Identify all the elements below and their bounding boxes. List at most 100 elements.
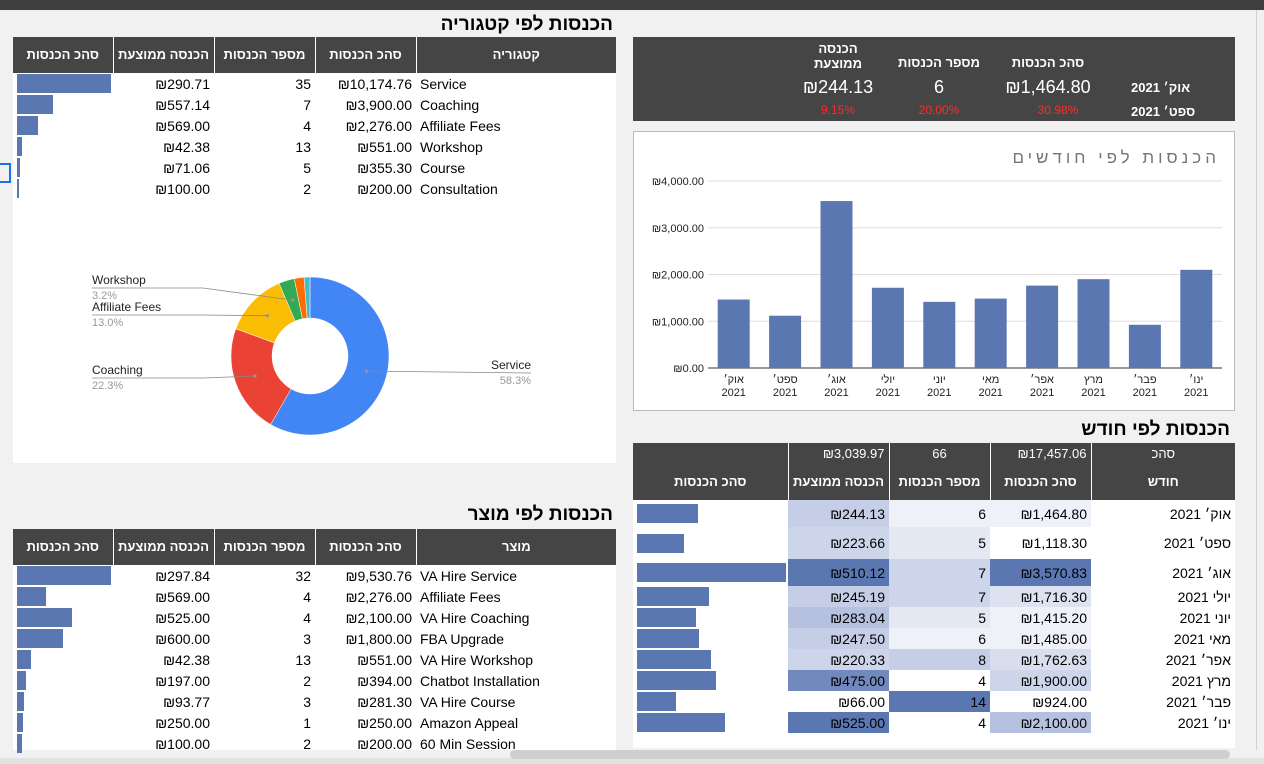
month-count[interactable]: 8	[889, 649, 990, 670]
month-avg[interactable]: ₪525.00	[788, 712, 889, 733]
product-name[interactable]: VA Hire Course	[420, 693, 516, 710]
product-total[interactable]: ₪9,530.76	[345, 567, 412, 584]
monthly-chart-box[interactable]: הכנסות לפי חודשים ₪0.00 ₪1,000.00 ₪2,000.0…	[633, 131, 1235, 411]
category-total[interactable]: ₪10,174.76	[337, 75, 412, 92]
chart-bar[interactable]	[1180, 269, 1213, 368]
category-avg[interactable]: ₪71.06	[163, 159, 210, 176]
month-count[interactable]: 6	[889, 500, 990, 527]
product-bar-cell[interactable]	[13, 628, 113, 649]
product-total[interactable]: ₪1,800.00	[345, 630, 412, 647]
month-month[interactable]: יוני 2021	[1179, 609, 1231, 626]
product-avg[interactable]: ₪100.00	[155, 735, 210, 752]
product-total[interactable]: ₪281.30	[357, 693, 412, 710]
product-count[interactable]: 1	[303, 714, 311, 731]
month-header-count[interactable]: מספר הכנסות	[889, 464, 991, 500]
month-avg[interactable]: ₪510.12	[788, 559, 889, 586]
product-count[interactable]: 32	[295, 567, 311, 584]
category-avg[interactable]: ₪100.00	[155, 180, 210, 197]
month-count[interactable]: 6	[889, 628, 990, 649]
chart-bar[interactable]	[1128, 324, 1161, 368]
product-count[interactable]: 2	[303, 735, 311, 752]
product-count[interactable]: 3	[303, 630, 311, 647]
month-total[interactable]: ₪1,762.63	[990, 649, 1091, 670]
month-avg[interactable]: ₪66.00	[788, 691, 889, 712]
product-header-product[interactable]: מוצר	[416, 529, 616, 565]
chart-bar[interactable]	[769, 315, 802, 368]
chart-bar[interactable]	[923, 301, 956, 368]
month-month[interactable]: יולי 2021	[1177, 588, 1231, 605]
product-bar-cell[interactable]	[13, 565, 113, 586]
month-avg[interactable]: ₪245.19	[788, 586, 889, 607]
category-name[interactable]: Service	[420, 75, 467, 92]
horizontal-scrollbar[interactable]	[510, 750, 1230, 759]
product-count[interactable]: 3	[303, 693, 311, 710]
category-bar-cell[interactable]	[13, 136, 113, 157]
month-header-total[interactable]: סהכ הכנסות	[990, 464, 1092, 500]
category-avg[interactable]: ₪42.38	[163, 138, 210, 155]
category-name[interactable]: Affiliate Fees	[420, 117, 501, 134]
month-bar-cell[interactable]	[633, 649, 788, 670]
month-total[interactable]: ₪3,570.83	[990, 559, 1091, 586]
month-avg[interactable]: ₪475.00	[788, 670, 889, 691]
product-bar-cell[interactable]	[13, 670, 113, 691]
product-name[interactable]: 60 Min Session	[420, 735, 516, 752]
category-name[interactable]: Workshop	[420, 138, 483, 155]
chart-bar[interactable]	[871, 287, 904, 368]
month-month[interactable]: מאי 2021	[1173, 630, 1231, 647]
product-avg[interactable]: ₪297.84	[155, 567, 210, 584]
month-bar-cell[interactable]	[633, 691, 788, 712]
product-avg[interactable]: ₪197.00	[155, 672, 210, 689]
month-total[interactable]: ₪1,485.00	[990, 628, 1091, 649]
month-avg[interactable]: ₪244.13	[788, 500, 889, 527]
product-total[interactable]: ₪551.00	[357, 651, 412, 668]
header-avg[interactable]: הכנסה ממוצעת	[113, 37, 215, 73]
category-total[interactable]: ₪3,900.00	[345, 96, 412, 113]
month-count[interactable]: 4	[889, 712, 990, 733]
month-month[interactable]: אוק׳ 2021	[1169, 505, 1231, 522]
month-month[interactable]: אפר׳ 2021	[1165, 651, 1231, 668]
month-avg[interactable]: ₪247.50	[788, 628, 889, 649]
month-month[interactable]: ספט׳ 2021	[1163, 535, 1231, 551]
category-total[interactable]: ₪2,276.00	[345, 117, 412, 134]
month-count[interactable]: 14	[889, 691, 990, 712]
month-bar-cell[interactable]	[633, 607, 788, 628]
product-avg[interactable]: ₪525.00	[155, 609, 210, 626]
product-bar-cell[interactable]	[13, 733, 113, 754]
month-total[interactable]: ₪1,900.00	[990, 670, 1091, 691]
header-count[interactable]: מספר הכנסות	[214, 37, 316, 73]
product-avg[interactable]: ₪42.38	[163, 651, 210, 668]
category-name[interactable]: Course	[420, 159, 466, 176]
month-avg[interactable]: ₪283.04	[788, 607, 889, 628]
category-count[interactable]: 7	[303, 96, 311, 113]
product-count[interactable]: 2	[303, 672, 311, 689]
product-count[interactable]: 4	[303, 609, 311, 626]
category-bar-cell[interactable]	[13, 94, 113, 115]
selected-cell[interactable]	[0, 163, 11, 183]
chart-bar[interactable]	[1026, 285, 1059, 368]
header-total[interactable]: סהכ הכנסות	[315, 37, 417, 73]
product-name[interactable]: VA Hire Coaching	[420, 609, 530, 626]
month-header-avg[interactable]: הכנסה ממוצעת	[788, 464, 890, 500]
product-count[interactable]: 4	[303, 588, 311, 605]
chart-bar[interactable]	[974, 298, 1007, 368]
month-total[interactable]: ₪1,464.80	[990, 500, 1091, 527]
product-bar-cell[interactable]	[13, 691, 113, 712]
category-total[interactable]: ₪551.00	[357, 138, 412, 155]
month-avg[interactable]: ₪220.33	[788, 649, 889, 670]
product-bar-cell[interactable]	[13, 586, 113, 607]
month-header-bar[interactable]: סהכ הכנסות	[633, 464, 789, 500]
month-total[interactable]: ₪1,118.30	[990, 527, 1091, 559]
product-total[interactable]: ₪200.00	[357, 735, 412, 752]
category-count[interactable]: 35	[295, 75, 311, 92]
product-total[interactable]: ₪250.00	[357, 714, 412, 731]
product-bar-cell[interactable]	[13, 712, 113, 733]
month-bar-cell[interactable]	[633, 628, 788, 649]
category-bar-cell[interactable]	[13, 115, 113, 136]
header-total-bar[interactable]: סהכ הכנסות	[13, 37, 114, 73]
month-header-month[interactable]: חודש	[1091, 464, 1235, 500]
product-total[interactable]: ₪394.00	[357, 672, 412, 689]
month-month[interactable]: ינו׳ 2021	[1177, 714, 1231, 731]
category-total[interactable]: ₪355.30	[357, 159, 412, 176]
month-bar-cell[interactable]	[633, 500, 788, 527]
product-name[interactable]: FBA Upgrade	[420, 630, 505, 647]
